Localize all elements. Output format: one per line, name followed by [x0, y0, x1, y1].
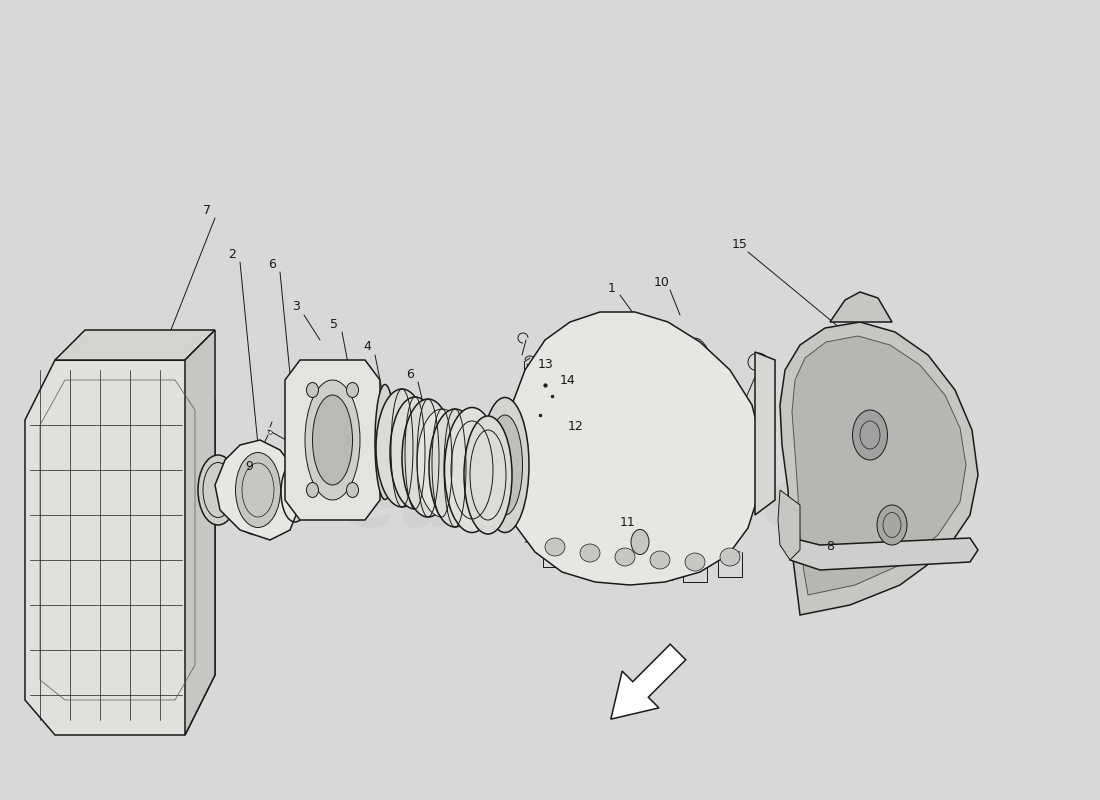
Text: 13: 13	[538, 358, 554, 370]
Polygon shape	[55, 330, 215, 360]
Ellipse shape	[852, 410, 888, 460]
Polygon shape	[185, 330, 214, 735]
Ellipse shape	[444, 407, 499, 533]
Polygon shape	[790, 538, 978, 570]
Ellipse shape	[544, 538, 565, 556]
Text: 9: 9	[245, 459, 253, 473]
Ellipse shape	[376, 389, 428, 507]
Polygon shape	[792, 336, 966, 595]
Text: 6: 6	[406, 367, 414, 381]
Polygon shape	[503, 312, 762, 585]
Ellipse shape	[307, 382, 319, 398]
Text: 12: 12	[568, 419, 584, 433]
Ellipse shape	[390, 397, 440, 509]
Ellipse shape	[402, 399, 454, 517]
Text: 14: 14	[560, 374, 576, 386]
Text: 8: 8	[826, 539, 834, 553]
Polygon shape	[25, 360, 215, 735]
Ellipse shape	[580, 544, 600, 562]
Ellipse shape	[464, 416, 512, 534]
Ellipse shape	[615, 548, 635, 566]
Ellipse shape	[429, 409, 481, 527]
Ellipse shape	[631, 530, 649, 554]
Text: 15: 15	[733, 238, 748, 250]
Ellipse shape	[307, 482, 319, 498]
Ellipse shape	[650, 551, 670, 569]
Text: 11: 11	[620, 515, 636, 529]
Polygon shape	[830, 292, 892, 322]
Polygon shape	[610, 644, 685, 719]
Text: 4: 4	[363, 341, 371, 354]
Ellipse shape	[375, 385, 395, 499]
Ellipse shape	[346, 482, 359, 498]
Ellipse shape	[417, 409, 467, 517]
Text: 5: 5	[330, 318, 338, 330]
Text: 3: 3	[293, 301, 300, 314]
Polygon shape	[285, 360, 380, 520]
Ellipse shape	[305, 380, 360, 500]
Ellipse shape	[720, 548, 740, 566]
Text: 6: 6	[268, 258, 276, 270]
Polygon shape	[755, 352, 775, 515]
Ellipse shape	[235, 453, 280, 527]
Polygon shape	[780, 322, 978, 615]
Polygon shape	[778, 490, 800, 560]
Ellipse shape	[198, 455, 238, 525]
Text: 2: 2	[228, 247, 235, 261]
Text: 1: 1	[608, 282, 616, 294]
Text: 7: 7	[204, 203, 211, 217]
Polygon shape	[214, 440, 300, 540]
Ellipse shape	[685, 553, 705, 571]
Ellipse shape	[481, 398, 529, 533]
Ellipse shape	[312, 395, 352, 485]
Ellipse shape	[487, 415, 522, 515]
Text: 10: 10	[654, 275, 670, 289]
Ellipse shape	[877, 505, 908, 545]
Ellipse shape	[346, 382, 359, 398]
Text: eurospares: eurospares	[341, 463, 869, 545]
